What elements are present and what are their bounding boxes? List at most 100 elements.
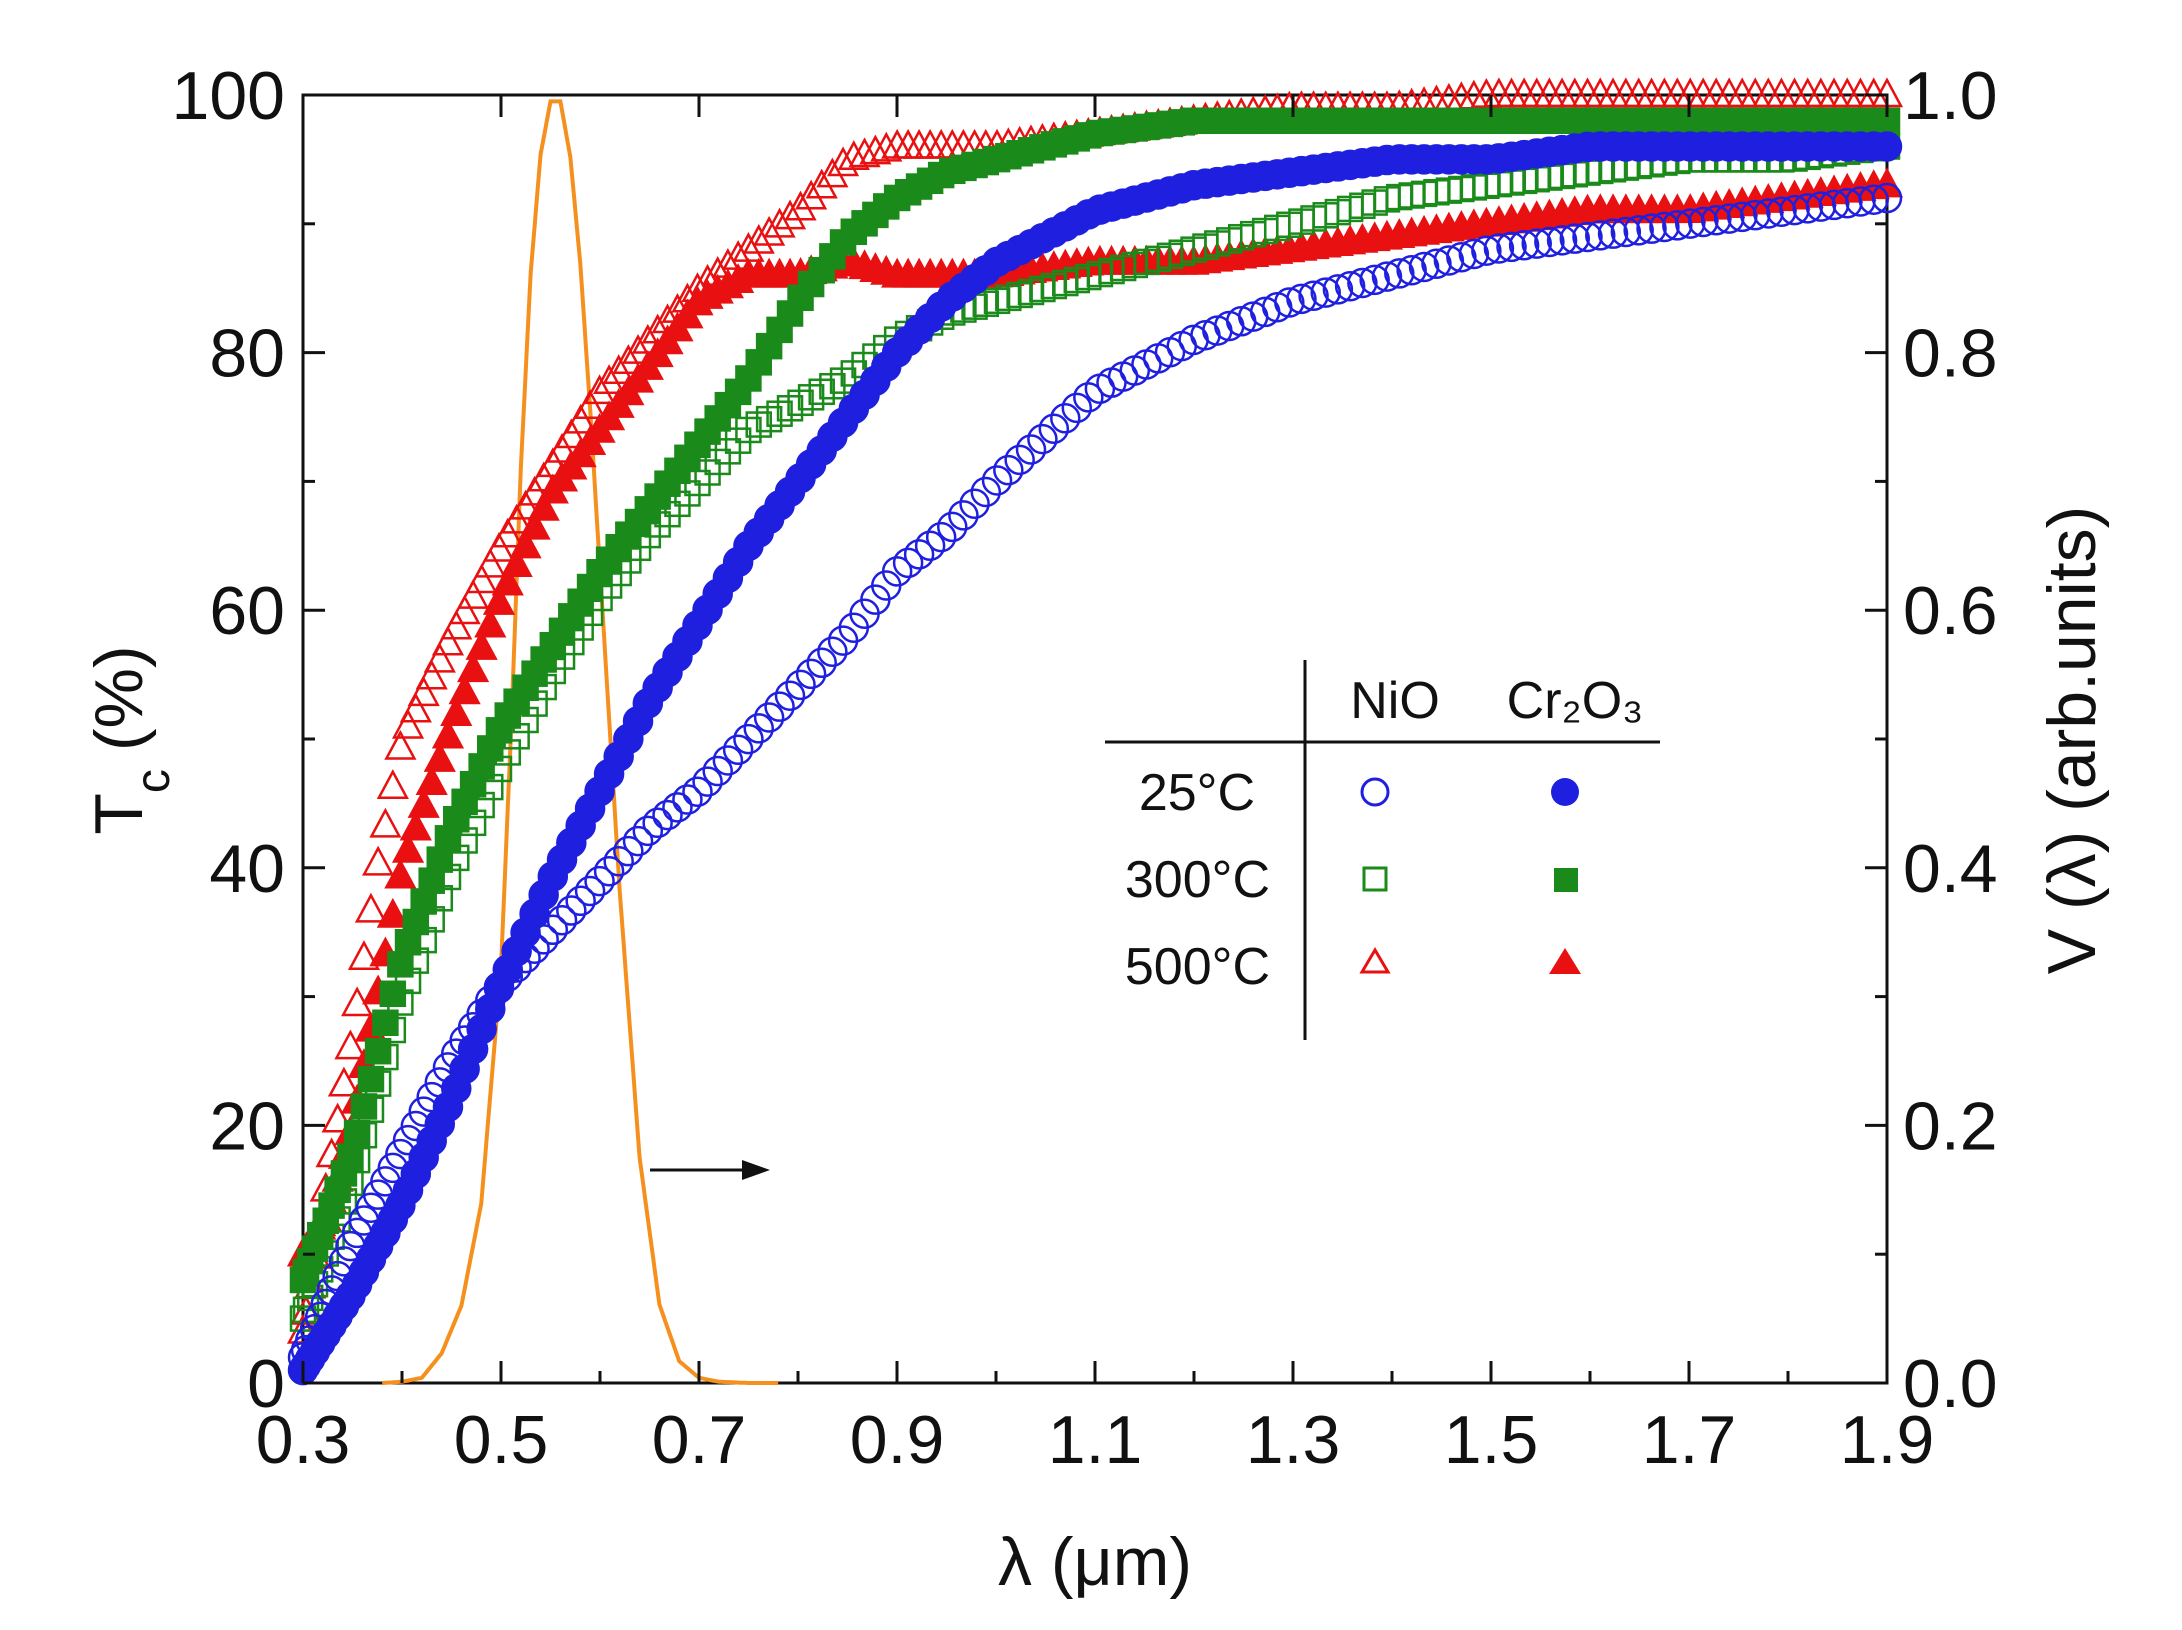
data-point (1371, 261, 1403, 292)
data-point (1585, 220, 1616, 251)
data-point (384, 858, 417, 889)
data-point (1623, 215, 1654, 246)
y-tick-label: 100 (172, 58, 285, 134)
y2-tick-label: 0.2 (1903, 1088, 1998, 1164)
data-point (712, 745, 744, 776)
data-point (399, 692, 432, 723)
data-point (1546, 225, 1578, 256)
right-axis-arrow-icon (650, 1160, 770, 1180)
data-point (350, 1093, 378, 1120)
legend-nio-500c-marker (1359, 947, 1391, 974)
data-point (482, 584, 516, 615)
data-point (1334, 270, 1366, 302)
y-tick-label: 80 (209, 316, 285, 392)
x-tick-label: 1.9 (1840, 1402, 1935, 1478)
data-point (881, 556, 913, 587)
legend-cr2o3-300c-marker (1554, 868, 1578, 892)
data-point (805, 168, 838, 199)
y-axis-title-sub: c (127, 769, 180, 793)
data-point (1471, 235, 1502, 267)
data-point (1713, 203, 1745, 234)
data-point (384, 729, 417, 760)
x-tick-label: 0.7 (652, 1402, 747, 1478)
data-point (774, 680, 806, 712)
y-tick-label: 0 (247, 1346, 285, 1422)
data-point (602, 354, 635, 385)
series-cr-o-500-c (286, 167, 1904, 1267)
data-point (362, 845, 395, 876)
data-point (1050, 403, 1081, 434)
data-point (1662, 210, 1693, 241)
data-point (364, 1037, 392, 1065)
data-point (612, 344, 645, 374)
data-point (354, 892, 388, 923)
data-point (702, 755, 733, 787)
data-point (1521, 228, 1552, 259)
data-point (574, 875, 606, 907)
data-point (431, 718, 465, 749)
data-point (837, 140, 870, 171)
data-point (465, 630, 498, 660)
data-point (903, 539, 935, 570)
data-point (1396, 254, 1427, 286)
y-axis-ticks: 0 20 40 60 80 100 (172, 58, 325, 1422)
data-point (603, 845, 634, 877)
data-point (1597, 218, 1629, 249)
data-point (372, 1009, 399, 1036)
data-point (465, 563, 498, 594)
legend-row-25c: 25°C (1139, 764, 1255, 822)
data-point (327, 1066, 361, 1097)
data-point (892, 547, 924, 579)
x-tick-label: 0.3 (256, 1402, 351, 1478)
data-point (1359, 264, 1390, 296)
y-axis-title: Tc (%) (81, 645, 180, 834)
data-point (682, 776, 713, 807)
data-point (376, 897, 409, 928)
data-point (743, 713, 774, 744)
data-point (518, 509, 551, 540)
series-nio-300-c (289, 133, 1901, 1332)
data-point (795, 658, 827, 690)
data-point (289, 1305, 317, 1332)
data-point (724, 427, 752, 454)
data-point (399, 810, 432, 841)
data-point (1636, 213, 1667, 244)
x-tick-label: 1.3 (1246, 1402, 1341, 1478)
v-lambda-curve (382, 99, 779, 1385)
svg-text:Tc(%): Tc (%) (81, 645, 180, 834)
data-point (613, 835, 644, 867)
y-tick-label: 40 (209, 831, 285, 907)
data-point (431, 625, 465, 656)
data-point (1015, 434, 1047, 465)
data-point (1739, 199, 1771, 231)
y2-tick-label: 0.6 (1903, 573, 1998, 649)
series-layer (286, 77, 1904, 1386)
data-point (870, 131, 903, 162)
data-point (1027, 423, 1058, 455)
data-point (704, 448, 731, 476)
data-point (1322, 274, 1354, 305)
data-point (753, 702, 785, 733)
data-point (1858, 184, 1889, 216)
data-point (652, 799, 683, 831)
data-point (426, 846, 454, 873)
legend-cr2o3-500c-marker (1549, 948, 1581, 974)
data-point (376, 769, 409, 800)
data-point (1871, 131, 1903, 162)
data-point (848, 137, 881, 168)
data-point (423, 742, 456, 772)
data-point (334, 1029, 367, 1060)
data-point (714, 438, 742, 465)
series-cr-o-25-c (287, 131, 1903, 1386)
series-nio-500-c (286, 77, 1904, 1344)
data-point (785, 669, 816, 701)
legend-nio-25c-marker (1360, 777, 1390, 807)
data-point (357, 1065, 385, 1093)
data-point (806, 647, 837, 679)
data-point (1572, 221, 1603, 253)
x-tick-label: 1.5 (1444, 1402, 1539, 1478)
data-point (816, 157, 849, 188)
series-nio-25-c (287, 182, 1903, 1373)
data-point (448, 674, 481, 705)
legend: NiO Cr₂O₃ 25°C 300°C 500°C (1105, 660, 1660, 1040)
